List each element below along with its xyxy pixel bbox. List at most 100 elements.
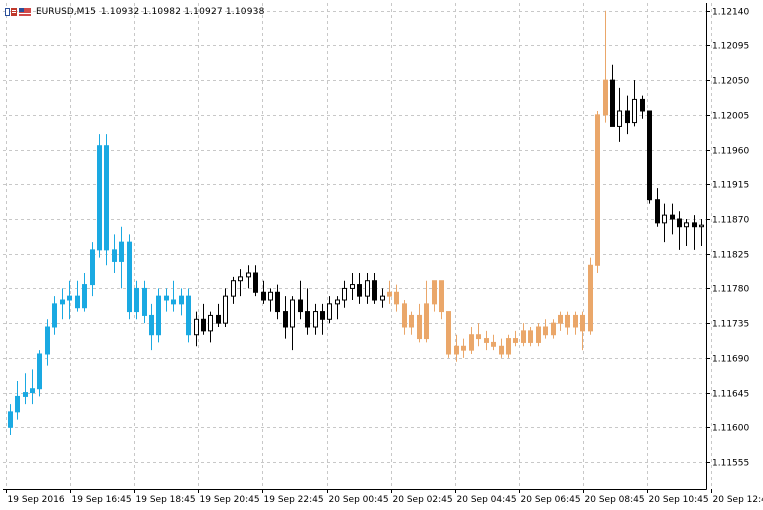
y-tick-label: 1.11735	[712, 320, 749, 330]
candle-body	[365, 280, 370, 297]
candle-body	[402, 303, 407, 328]
candle-body	[67, 295, 72, 301]
x-tick-label: 20 Sep 02:45	[393, 495, 453, 505]
candle-body	[119, 241, 124, 262]
candle	[37, 350, 42, 397]
candle	[52, 296, 57, 335]
candle	[134, 280, 139, 320]
candle	[119, 226, 124, 289]
candle	[149, 303, 154, 351]
candle	[97, 134, 102, 258]
y-tick-label: 1.11690	[712, 355, 749, 365]
candle-body	[439, 280, 444, 313]
candle-body	[432, 280, 437, 305]
candle	[543, 319, 548, 339]
y-tick-label: 1.11915	[712, 181, 749, 191]
candle-body	[692, 222, 697, 228]
candle	[394, 284, 399, 312]
candle-body	[201, 318, 206, 332]
candle	[662, 203, 667, 243]
candle-body	[573, 314, 578, 328]
candle	[469, 327, 474, 354]
candle-body	[580, 314, 585, 332]
candle-body	[52, 303, 57, 328]
candle-body	[647, 110, 652, 201]
candle-body	[45, 326, 50, 355]
candle	[491, 334, 496, 351]
candle	[104, 134, 109, 266]
candle	[670, 203, 675, 235]
candle-body	[15, 395, 20, 413]
x-tick-label: 19 Sep 20:45	[200, 495, 260, 505]
candle-body	[632, 98, 637, 124]
candle	[454, 334, 459, 362]
candle-body	[603, 79, 608, 116]
candle-body	[699, 224, 704, 228]
candle-body	[223, 295, 228, 324]
candle-body	[394, 291, 399, 305]
x-tick-label: 20 Sep 10:45	[649, 495, 709, 505]
candle	[342, 280, 347, 308]
candle-body	[446, 311, 451, 355]
candle-body	[551, 322, 556, 336]
candle-body	[90, 249, 95, 286]
candle	[506, 334, 511, 358]
candle	[60, 288, 65, 320]
candle-body	[179, 295, 184, 305]
candle-body	[164, 295, 169, 301]
candle-body	[476, 334, 481, 340]
candle	[565, 311, 570, 335]
candle	[409, 311, 414, 335]
candle-body	[313, 311, 318, 328]
candle	[112, 234, 117, 273]
candle-body	[536, 326, 541, 343]
candle	[684, 219, 689, 246]
y-tick-label: 1.12050	[712, 77, 749, 87]
symbol-timeframe: EURUSD,M15	[36, 7, 96, 17]
x-tick-label: 20 Sep 08:45	[585, 495, 645, 505]
candle	[692, 215, 697, 250]
candle-body	[670, 214, 675, 220]
y-tick-label: 1.12095	[712, 42, 749, 52]
candle-body	[684, 222, 689, 228]
y-tick-label: 1.12005	[712, 112, 749, 122]
candle-body	[558, 314, 563, 324]
candle-body	[372, 280, 377, 301]
candle	[327, 296, 332, 324]
candle	[164, 288, 169, 312]
candle	[208, 311, 213, 343]
candle	[446, 311, 451, 358]
candle	[313, 303, 318, 335]
candle	[75, 280, 80, 312]
candle-body	[506, 338, 511, 355]
candle	[573, 311, 578, 335]
candle-body	[499, 345, 504, 355]
candle-body	[194, 318, 199, 336]
candle-body	[37, 353, 42, 390]
candle-body	[216, 314, 221, 324]
candle-body	[8, 411, 13, 428]
candle-body	[543, 326, 548, 336]
candle-body	[320, 311, 325, 320]
candle	[350, 273, 355, 300]
y-tick-label: 1.11960	[712, 147, 749, 157]
candle-body	[149, 314, 154, 336]
candle	[298, 280, 303, 320]
candle	[380, 288, 385, 308]
candle	[261, 280, 266, 304]
candle	[15, 381, 20, 420]
candle-body	[186, 295, 191, 336]
candle	[90, 242, 95, 297]
candle-body	[461, 345, 466, 351]
candle	[603, 10, 608, 123]
candle	[558, 311, 563, 331]
candle-body	[298, 299, 303, 313]
candle-body	[342, 287, 347, 301]
candle-body	[231, 280, 236, 297]
y-tick-label: 1.11645	[712, 390, 749, 400]
chart-title-bar: EURUSD,M15 1.10932 1.10982 1.10927 1.109…	[5, 5, 265, 19]
candle	[171, 280, 176, 312]
candle-body	[521, 330, 526, 343]
